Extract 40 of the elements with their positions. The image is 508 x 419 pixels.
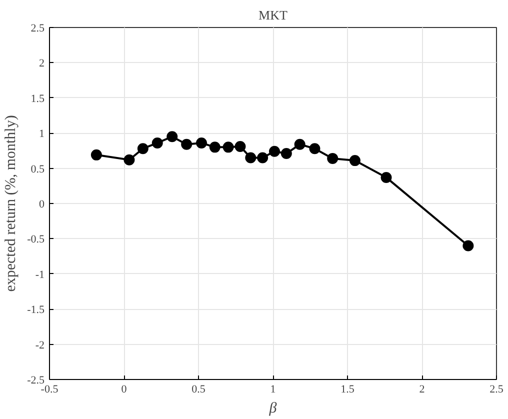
y-tick-label: -2.5 (27, 374, 45, 386)
point (222, 142, 234, 153)
y-tick-label: 0 (39, 198, 45, 210)
y-tick-label: -2 (35, 339, 45, 352)
point (196, 137, 207, 148)
y-tick-label: -0.5 (27, 234, 45, 246)
point (209, 142, 220, 153)
x-axis-title: β (268, 400, 278, 416)
point (349, 155, 360, 166)
point (462, 240, 474, 252)
point (166, 131, 178, 142)
y-tick-label: -1.5 (27, 304, 45, 316)
point (309, 143, 320, 154)
point (181, 138, 192, 150)
point (294, 138, 306, 150)
y-tick-label: 2.5 (30, 22, 45, 34)
point (245, 152, 256, 164)
point (327, 152, 338, 164)
x-tick-label: 2.5 (490, 384, 504, 396)
point (152, 137, 163, 148)
point (234, 140, 246, 152)
chart-title: MKT (258, 8, 288, 22)
point (124, 154, 135, 166)
y-tick-label: 1.5 (30, 92, 45, 105)
y-tick-label: 1 (39, 128, 44, 140)
y-tick-label: 2 (39, 58, 44, 70)
y-axis-title: expected return (%, monthly) (3, 115, 20, 292)
x-tick-label: 1.5 (340, 384, 355, 396)
y-tick-label: -1 (35, 268, 45, 281)
y-tick-label: 0.5 (30, 163, 45, 176)
x-tick-label: 1 (270, 384, 276, 396)
point (268, 146, 280, 157)
point (280, 148, 292, 160)
x-tick-label: 2 (419, 384, 425, 396)
point (257, 152, 268, 164)
x-tick-label: 0.5 (192, 384, 206, 396)
point (90, 149, 102, 160)
x-tick-label: 0 (121, 384, 128, 396)
point (380, 172, 392, 183)
point (137, 143, 148, 154)
